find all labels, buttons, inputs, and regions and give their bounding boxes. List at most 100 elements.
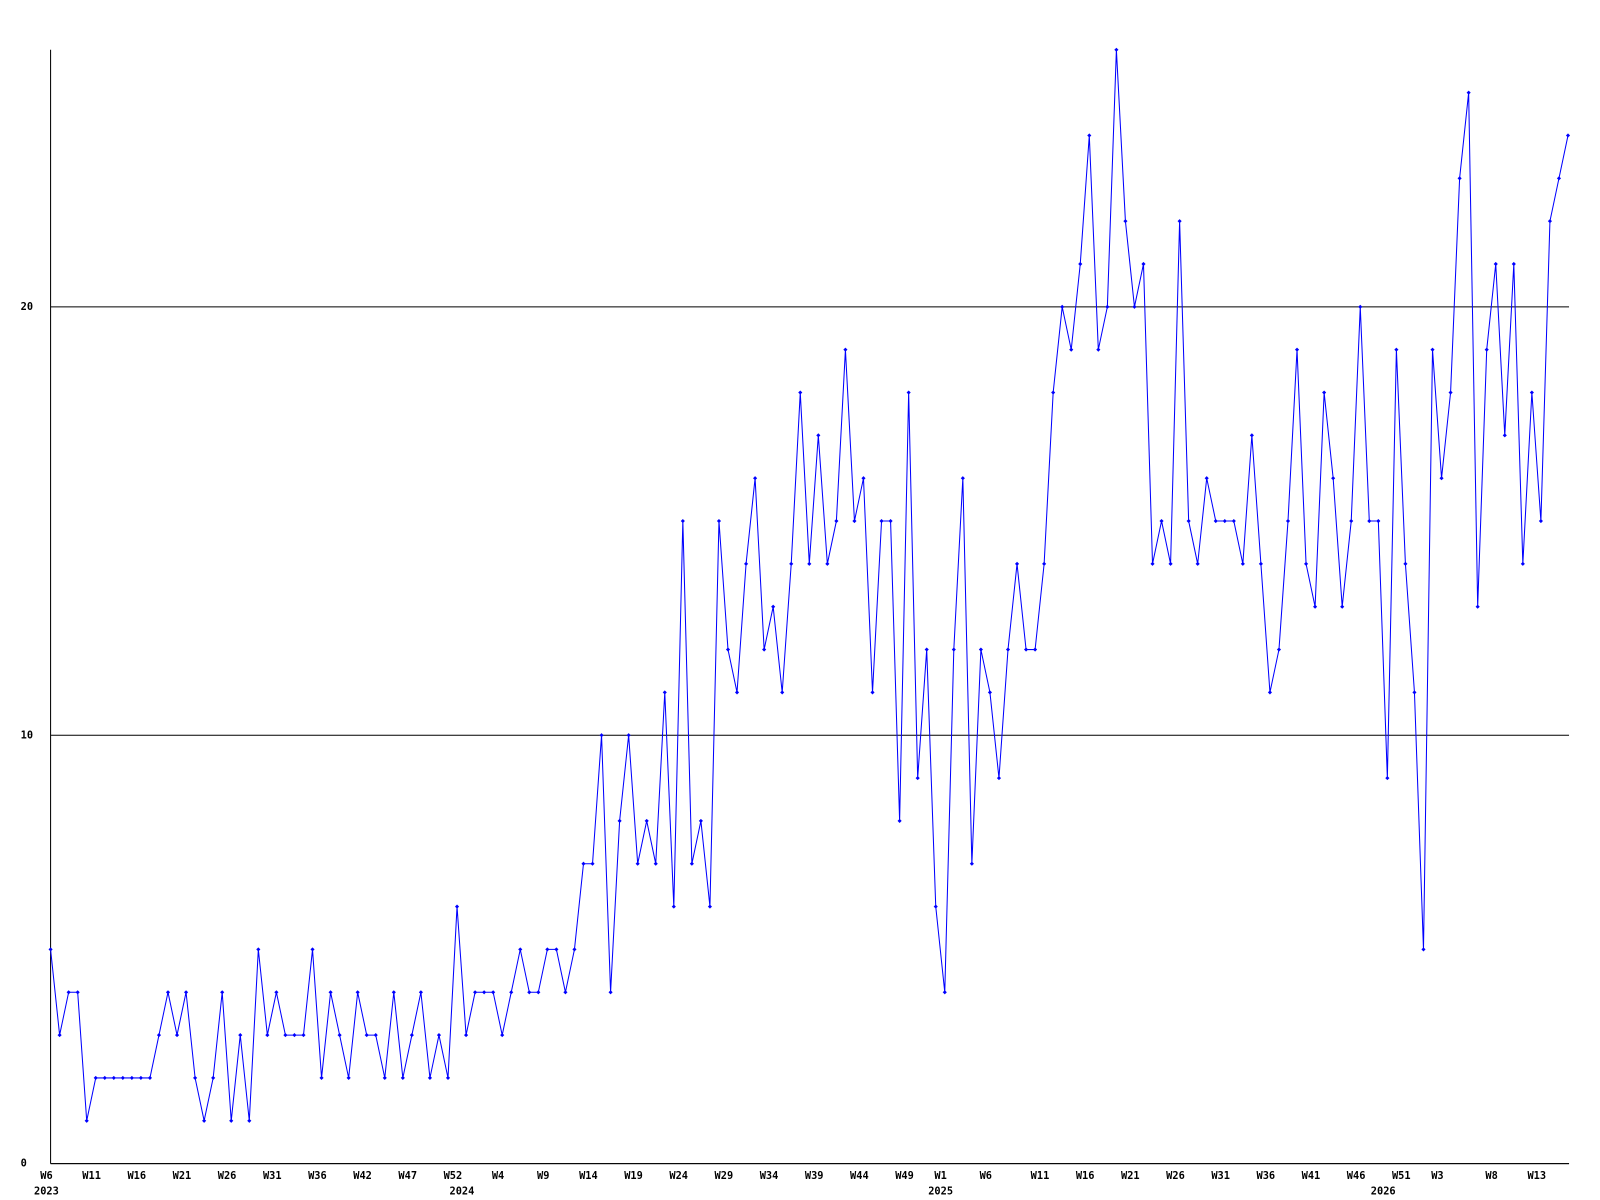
data-point <box>464 1033 469 1038</box>
data-point <box>1304 561 1309 566</box>
data-point <box>220 990 225 995</box>
data-point <box>771 604 776 609</box>
data-point <box>1520 561 1525 566</box>
data-point <box>1475 604 1480 609</box>
data-point <box>978 647 983 652</box>
data-point <box>373 1033 378 1038</box>
data-point <box>734 690 740 695</box>
data-point <box>129 1075 134 1080</box>
x-tick-label: W11 <box>1031 1170 1050 1182</box>
x-tick-label: W49 <box>895 1170 914 1182</box>
data-point <box>1331 476 1336 481</box>
data-point <box>662 690 667 695</box>
data-point <box>445 1075 451 1080</box>
data-point <box>725 647 731 652</box>
data-point <box>1024 647 1029 652</box>
data-point <box>391 990 396 995</box>
data-point <box>247 1118 252 1123</box>
data-point <box>924 647 929 652</box>
data-point <box>1141 261 1146 267</box>
data-point <box>671 904 676 909</box>
data-point <box>554 947 559 952</box>
data-point <box>120 1075 125 1080</box>
y-tick-label: 10 <box>21 729 33 741</box>
data-point <box>536 990 541 995</box>
data-point <box>1385 776 1390 781</box>
data-point <box>48 947 53 952</box>
data-point <box>951 647 956 652</box>
data-point <box>1249 433 1254 438</box>
data-point <box>1448 390 1453 395</box>
data-point <box>165 990 171 995</box>
series-line <box>50 49 1569 1121</box>
data-point <box>229 1118 234 1123</box>
data-point <box>1403 561 1408 566</box>
x-tick-label: W14 <box>579 1170 598 1182</box>
data-point <box>1123 219 1128 224</box>
data-point <box>111 1075 116 1080</box>
data-point <box>1240 561 1245 566</box>
x-tick-label: W36 <box>308 1170 327 1182</box>
data-point <box>942 990 947 995</box>
data-point <box>1412 690 1417 695</box>
data-point <box>102 1075 107 1080</box>
x-tick-label: W39 <box>805 1170 824 1182</box>
x-tick-label: W47 <box>398 1170 417 1182</box>
data-point <box>66 990 71 995</box>
data-point <box>1358 304 1363 309</box>
data-point <box>626 733 631 738</box>
data-point <box>644 818 649 823</box>
data-point <box>1421 947 1426 952</box>
data-point <box>698 818 703 823</box>
data-point <box>1114 47 1119 52</box>
data-point <box>1014 561 1020 566</box>
data-point <box>1222 518 1227 524</box>
data-point <box>689 861 694 866</box>
data-point <box>581 861 586 866</box>
data-point <box>1204 476 1209 481</box>
data-point <box>364 1033 369 1038</box>
data-point <box>1159 518 1164 524</box>
data-point <box>653 861 658 866</box>
data-point <box>265 1033 270 1038</box>
x-tick-label: W13 <box>1527 1170 1546 1182</box>
x-tick-label: W1 <box>934 1170 946 1182</box>
year-label: 2023 <box>34 1186 59 1198</box>
data-point <box>400 1075 405 1080</box>
x-tick-label: W3 <box>1431 1170 1443 1182</box>
data-point <box>789 561 794 566</box>
x-tick-label: W6 <box>980 1170 992 1182</box>
data-point <box>1394 347 1399 352</box>
data-point <box>861 476 866 481</box>
data-point <box>1105 304 1110 309</box>
x-tick-label: W41 <box>1302 1170 1321 1182</box>
x-tick-label: W29 <box>715 1170 734 1182</box>
x-tick-label: W26 <box>1166 1170 1185 1182</box>
data-point <box>1547 219 1552 224</box>
data-point <box>879 518 884 524</box>
data-point <box>680 518 685 524</box>
data-point <box>518 947 523 952</box>
x-tick-label: W9 <box>537 1170 549 1182</box>
data-point <box>184 990 189 995</box>
x-tick-label: W31 <box>263 1170 282 1182</box>
data-point <box>93 1075 98 1080</box>
data-point <box>563 990 568 995</box>
data-point <box>156 1033 162 1038</box>
data-point <box>798 390 803 395</box>
data-point <box>969 861 974 866</box>
data-point <box>310 947 315 952</box>
data-point <box>1294 347 1300 352</box>
data-point <box>427 1075 432 1080</box>
data-point <box>1195 561 1200 566</box>
x-tick-label: W6 <box>40 1170 52 1182</box>
data-point <box>355 990 360 995</box>
data-point <box>1177 219 1182 224</box>
data-point <box>337 1033 342 1038</box>
data-point <box>84 1118 89 1123</box>
data-point <box>744 561 749 566</box>
data-point <box>1376 518 1381 524</box>
x-tick-label: W4 <box>492 1170 504 1182</box>
year-label: 2024 <box>450 1186 475 1198</box>
x-tick-label: W51 <box>1392 1170 1411 1182</box>
